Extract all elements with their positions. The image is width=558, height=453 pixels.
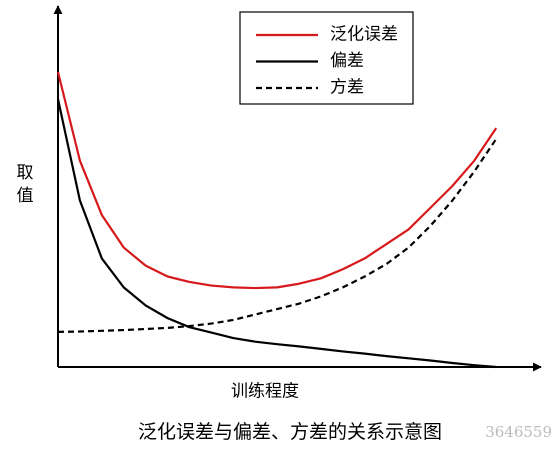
caption: 泛化误差与偏差、方差的关系示意图 (138, 421, 442, 443)
legend-label: 方差 (330, 78, 364, 98)
legend-label: 偏差 (330, 51, 364, 71)
watermark: 3646559 (485, 423, 552, 441)
legend-label: 泛化误差 (330, 25, 398, 45)
series-line (57, 138, 498, 333)
series-line (56, 71, 498, 290)
legend-box (239, 11, 414, 105)
y-axis-label: 取值 (13, 163, 34, 209)
series-line (56, 98, 497, 369)
x-axis-label: 训练程度 (231, 382, 299, 402)
